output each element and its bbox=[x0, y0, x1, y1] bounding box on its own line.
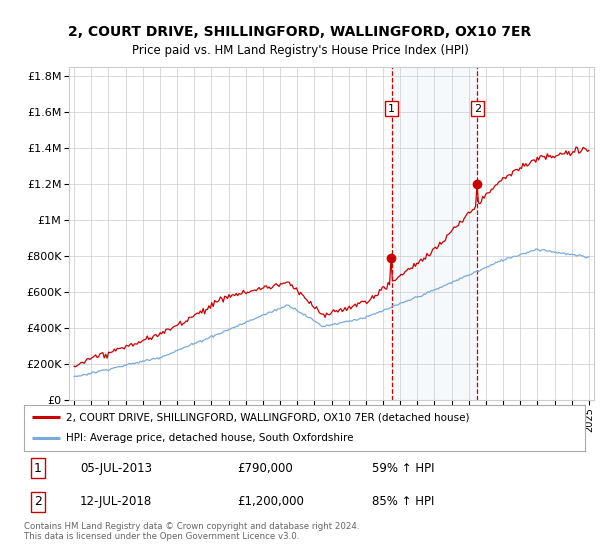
Text: 2: 2 bbox=[34, 496, 42, 508]
Text: 1: 1 bbox=[34, 462, 42, 475]
Text: Price paid vs. HM Land Registry's House Price Index (HPI): Price paid vs. HM Land Registry's House … bbox=[131, 44, 469, 57]
Text: HPI: Average price, detached house, South Oxfordshire: HPI: Average price, detached house, Sout… bbox=[66, 433, 353, 444]
Text: £1,200,000: £1,200,000 bbox=[237, 496, 304, 508]
Text: 12-JUL-2018: 12-JUL-2018 bbox=[80, 496, 152, 508]
Text: 85% ↑ HPI: 85% ↑ HPI bbox=[372, 496, 434, 508]
Text: 2, COURT DRIVE, SHILLINGFORD, WALLINGFORD, OX10 7ER (detached house): 2, COURT DRIVE, SHILLINGFORD, WALLINGFOR… bbox=[66, 412, 470, 422]
Text: Contains HM Land Registry data © Crown copyright and database right 2024.
This d: Contains HM Land Registry data © Crown c… bbox=[24, 522, 359, 542]
Text: 05-JUL-2013: 05-JUL-2013 bbox=[80, 462, 152, 475]
Text: 2: 2 bbox=[474, 104, 481, 114]
Text: £790,000: £790,000 bbox=[237, 462, 293, 475]
Bar bbox=[392, 67, 478, 400]
Text: 59% ↑ HPI: 59% ↑ HPI bbox=[372, 462, 434, 475]
Text: 1: 1 bbox=[388, 104, 395, 114]
Text: 2, COURT DRIVE, SHILLINGFORD, WALLINGFORD, OX10 7ER: 2, COURT DRIVE, SHILLINGFORD, WALLINGFOR… bbox=[68, 25, 532, 39]
